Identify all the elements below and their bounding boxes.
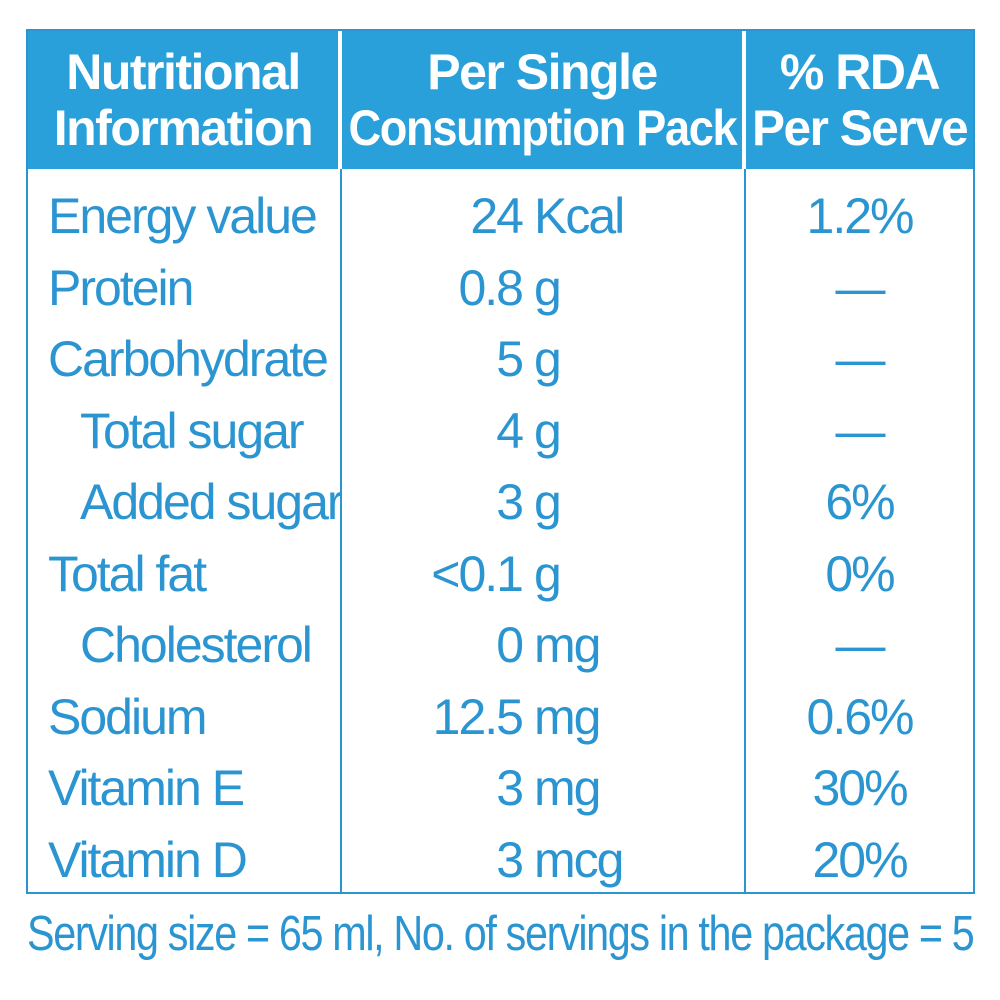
nutrient-name: Total fat [48, 545, 207, 602]
header-rda-per-serve: % RDA Per Serve [746, 31, 973, 169]
amount-value: 0 [496, 617, 524, 673]
nutrient-amount: 3 mcg [342, 825, 744, 893]
nutrient-name: Vitamin E [48, 760, 245, 816]
nutrient-name: Vitamin D [48, 831, 248, 888]
rda-value: 6% [825, 474, 895, 530]
rda-value: 1.2% [806, 188, 915, 244]
nutrient-amount: 12.5 mg [342, 682, 744, 754]
nutrition-table: Nutritional Information Per Single Consu… [26, 29, 975, 894]
header-col3-line1: % RDA [779, 44, 941, 100]
amount-value: 5 [496, 331, 524, 387]
amount-unit: mg [534, 760, 601, 816]
amount-value: 3 [496, 474, 524, 530]
nutrient-name: Protein [48, 259, 194, 316]
rda-value: — [835, 617, 886, 673]
amount-unit: g [534, 259, 562, 316]
header-col3-line2: Per Serve [751, 100, 969, 156]
header-col1-line2: Information [53, 100, 314, 156]
amount-value: 0.8 [458, 259, 524, 316]
rda-value: — [835, 402, 886, 459]
header-col1-line1: Nutritional [66, 44, 301, 100]
rda-value: — [835, 259, 886, 316]
amount-unit: g [534, 474, 562, 530]
nutrient-name: Carbohydrate [48, 331, 329, 387]
nutrient-amount: 0 mg [342, 610, 744, 682]
nutrient-name: Added sugar [80, 474, 340, 530]
amount-unit: mcg [534, 831, 624, 888]
amount-column: 24 Kcal 0.8 g 5 g 4 g 3 g <0.1 g 0 mg 12.5 mg 3 mg 3 mcg [342, 169, 746, 892]
amount-unit: g [534, 331, 562, 387]
nutrient-name-column: Energy value Protein Carbohydrate Total sug… [28, 169, 342, 892]
header-nutritional-information: Nutritional Information [28, 31, 342, 169]
nutrient-name: Cholesterol [80, 617, 313, 673]
rda-value: 0% [825, 545, 895, 602]
amount-unit: g [534, 402, 562, 459]
amount-unit: mg [534, 617, 601, 673]
amount-value: 24 [470, 188, 524, 244]
rda-column: 1.2% — — — 6% 0% — 0.6% 30% 20% [746, 169, 973, 892]
rda-value: 0.6% [806, 688, 915, 745]
nutrient-name: Total sugar [80, 402, 305, 459]
header-col2-line2: Consumption Pack [348, 100, 737, 156]
rda-value: 20% [812, 831, 908, 888]
amount-value: 3 [496, 760, 524, 816]
amount-unit: mg [534, 688, 601, 745]
nutrient-amount: 24 Kcal [342, 181, 744, 253]
amount-value: 3 [496, 831, 524, 888]
amount-unit: Kcal [534, 188, 625, 244]
header-col2-line1: Per Single [427, 44, 658, 100]
header-per-single-pack: Per Single Consumption Pack [342, 31, 746, 169]
nutrient-amount: 0.8 g [342, 253, 744, 325]
serving-size-note: Serving size = 65 ml, No. of servings in… [27, 907, 975, 961]
rda-value: — [835, 331, 886, 387]
nutrient-amount: <0.1 g [342, 539, 744, 611]
amount-unit: g [534, 545, 562, 602]
rda-value: 30% [812, 760, 908, 816]
nutrient-amount: 3 mg [342, 753, 744, 825]
amount-value: 12.5 [432, 688, 524, 745]
nutrient-name: Sodium [48, 688, 208, 745]
nutrient-name: Energy value [48, 188, 318, 244]
amount-value: 4 [496, 402, 524, 459]
amount-value: <0.1 [431, 545, 524, 602]
